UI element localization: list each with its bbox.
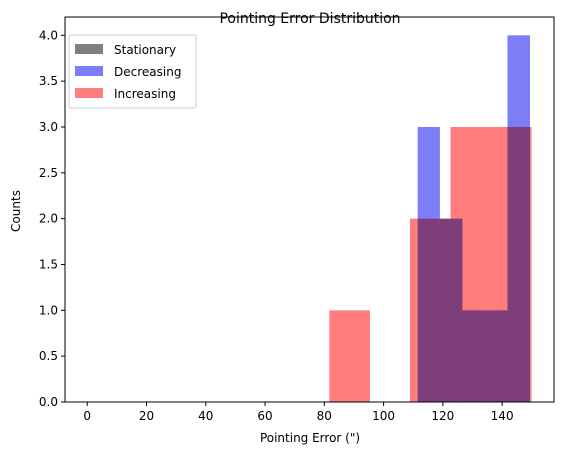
y-tick-label: 3.5 (39, 74, 58, 88)
y-tick-label: 2.5 (39, 166, 58, 180)
legend: Stationary Decreasing Increasing (68, 34, 197, 109)
bar-increasing-1 (409, 218, 451, 402)
y-axis-label: Counts (9, 190, 23, 232)
legend-label-stationary: Stationary (114, 43, 176, 57)
x-tick-label: 80 (317, 409, 332, 423)
y-tick-label: 1.0 (39, 303, 58, 317)
x-tick-label: 120 (431, 409, 454, 423)
bar-increasing-0 (329, 310, 370, 402)
bar-increasing-3 (490, 127, 532, 402)
y-tick-label: 1.5 (39, 258, 58, 272)
y-axis-ticks: 0.0 0.5 1.0 1.5 2.0 2.5 3.0 3.5 4.0 (39, 28, 65, 409)
chart-title: Pointing Error Distribution (219, 11, 400, 27)
x-tick-label: 40 (198, 409, 213, 423)
x-axis-label: Pointing Error (") (260, 431, 360, 445)
y-tick-label: 3.0 (39, 120, 58, 134)
legend-swatch-stationary (75, 44, 103, 54)
y-tick-label: 0.0 (39, 395, 58, 409)
y-tick-label: 2.0 (39, 212, 58, 226)
bar-increasing-2 (450, 127, 491, 402)
legend-label-increasing: Increasing (114, 87, 176, 101)
x-tick-label: 140 (491, 409, 514, 423)
x-tick-label: 100 (372, 409, 395, 423)
x-tick-label: 20 (139, 409, 154, 423)
plot-frame (64, 16, 555, 403)
x-tick-label: 60 (257, 409, 272, 423)
legend-swatch-increasing (75, 88, 103, 98)
bars-group (329, 35, 532, 402)
legend-swatch-decreasing (75, 66, 103, 76)
legend-label-decreasing: Decreasing (114, 65, 181, 79)
x-tick-label: 0 (83, 409, 91, 423)
y-tick-label: 0.5 (39, 349, 58, 363)
x-axis-ticks: 0 20 40 60 80 100 120 140 (83, 402, 514, 423)
y-tick-label: 4.0 (39, 28, 58, 42)
